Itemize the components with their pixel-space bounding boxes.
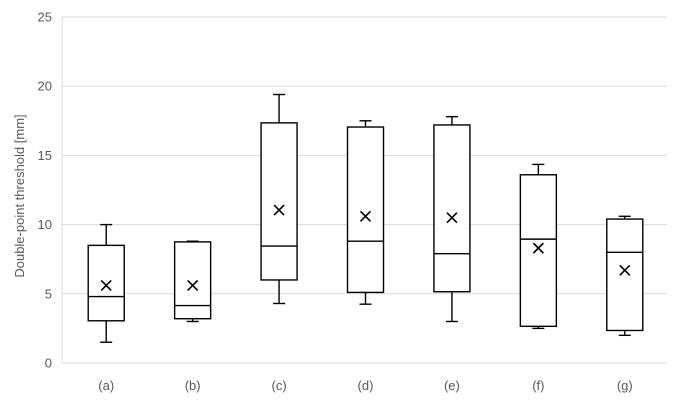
box-plot-5	[433, 115, 471, 323]
x-category-label: (c)	[271, 378, 286, 393]
iqr-box	[346, 126, 385, 294]
iqr-box	[433, 124, 471, 293]
iqr-box	[173, 241, 212, 320]
y-tick-label: 25	[38, 10, 52, 25]
mean-marker-stroke-2	[273, 204, 285, 216]
y-axis-title: Double-point threshold [mm]	[12, 114, 27, 277]
mean-marker-stroke-2	[359, 210, 372, 222]
y-axis-ticks: 0 5 10 15 20 25	[38, 10, 52, 371]
box-plot-2	[173, 240, 212, 323]
x-category-label: (d)	[358, 378, 374, 393]
iqr-box	[87, 244, 125, 322]
x-category-label: (e)	[444, 378, 460, 393]
y-tick-label: 20	[38, 79, 52, 94]
box-plot-7	[606, 215, 644, 337]
box-series	[87, 93, 644, 343]
mean-marker-stroke-2	[532, 242, 544, 254]
y-tick-label: 5	[45, 286, 52, 301]
x-axis-labels: (a) (b) (c) (d) (e) (f) (g)	[98, 378, 632, 393]
mean-marker-stroke-2	[619, 264, 631, 276]
mean-marker-stroke-2	[100, 279, 112, 292]
x-category-label: (g)	[617, 378, 633, 393]
iqr-box	[260, 122, 298, 281]
mean-marker-stroke-2	[187, 279, 199, 292]
iqr-box	[606, 218, 644, 332]
iqr-box	[519, 174, 558, 328]
y-tick-label: 15	[38, 148, 52, 163]
y-tick-label: 0	[45, 356, 52, 371]
box-plot-4	[346, 120, 385, 305]
x-category-label: (f)	[532, 378, 544, 393]
x-category-label: (b)	[185, 378, 201, 393]
x-category-label: (a)	[98, 378, 114, 393]
mean-marker-stroke-2	[446, 212, 458, 224]
box-plot-6	[519, 163, 558, 330]
box-plot-1	[87, 223, 125, 343]
box-plot-3	[260, 93, 298, 305]
y-tick-label: 10	[38, 217, 52, 232]
